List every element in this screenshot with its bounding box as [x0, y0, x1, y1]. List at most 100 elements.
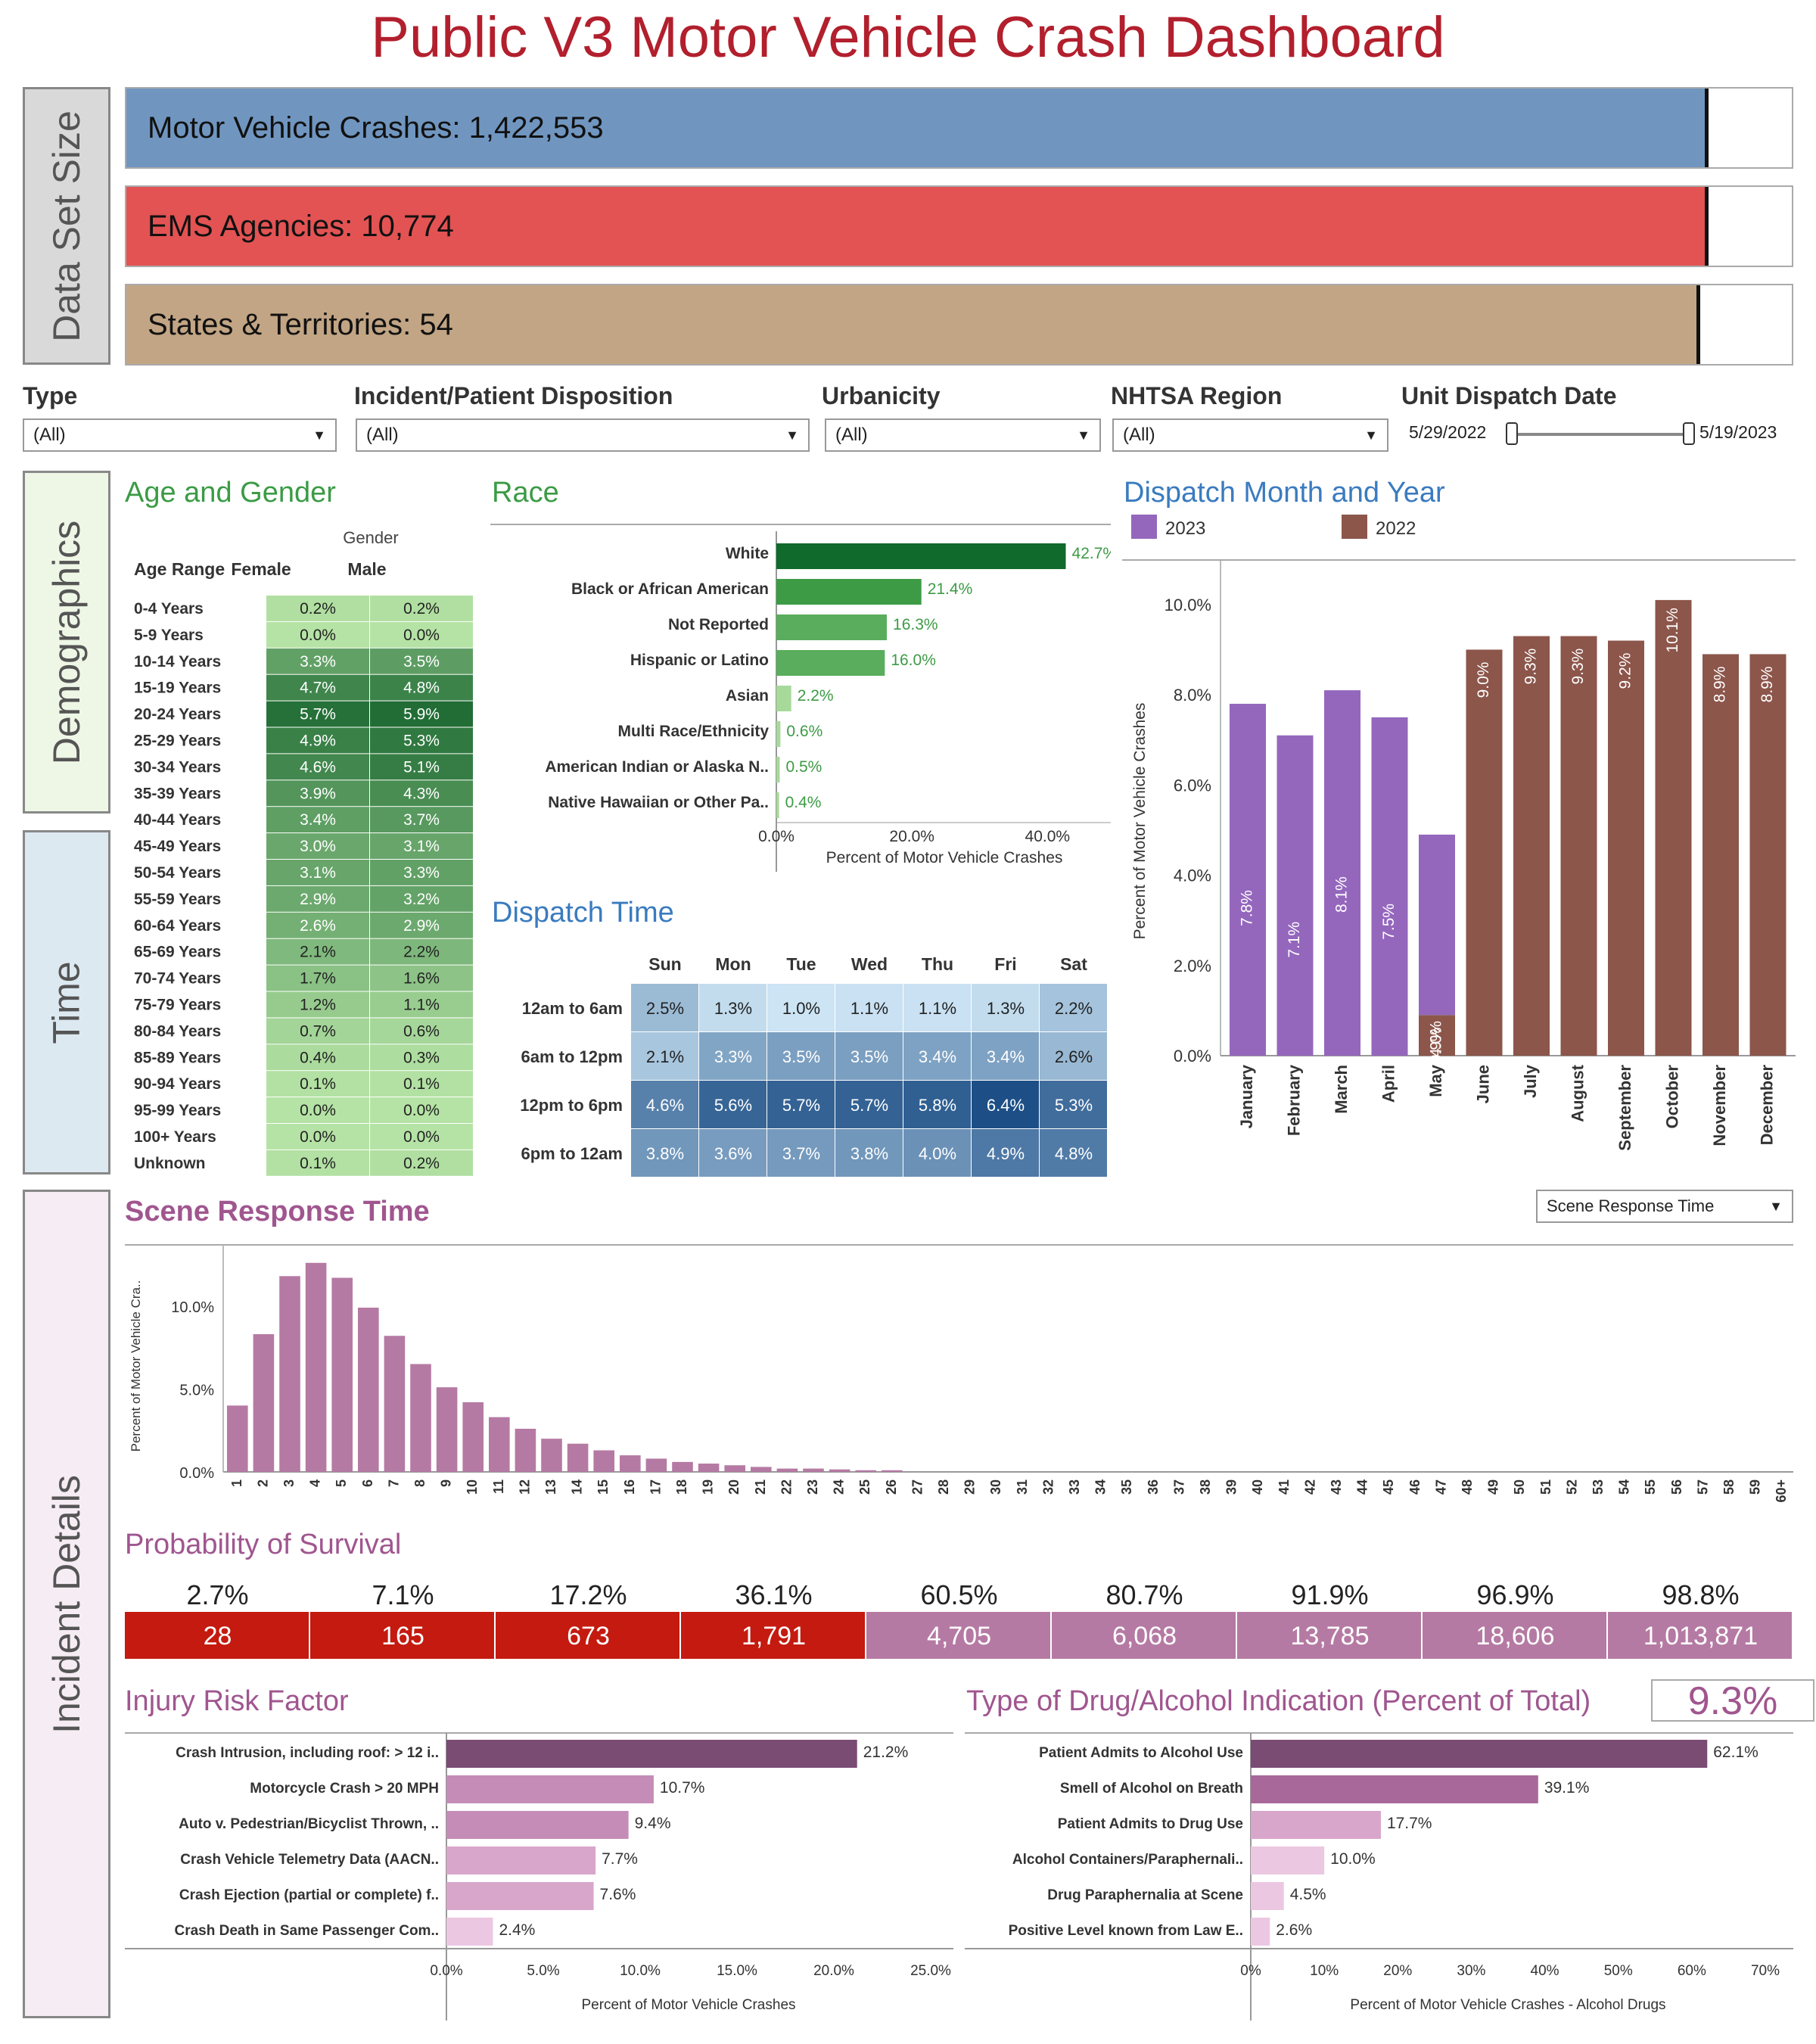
dataset-bar-states-fill	[126, 285, 1700, 364]
sr-bar	[541, 1439, 562, 1472]
age-range-label: 30-34 Years	[134, 758, 221, 776]
date-slider-track[interactable]	[1510, 433, 1691, 436]
age-gender-cell	[266, 833, 369, 859]
sr-x-tick: 36	[1146, 1479, 1161, 1495]
dm-bar-2022	[1513, 636, 1550, 1056]
race-title: Race	[492, 477, 559, 509]
hbar-bar	[1251, 1775, 1538, 1803]
hbar-value-label: 21.2%	[863, 1744, 909, 1761]
chevron-down-icon: ▼	[785, 428, 799, 443]
hbar-category-label: Auto v. Pedestrian/Bicyclist Thrown, ..	[179, 1816, 439, 1832]
sr-bar	[855, 1470, 876, 1472]
side-label-time: Time	[23, 830, 110, 1174]
dispatch-time-cell	[1040, 1129, 1107, 1177]
date-slider-end-handle[interactable]	[1683, 422, 1695, 445]
race-category-label: American Indian or Alaska N..	[545, 758, 769, 776]
hbar-x-tick: 70%	[1751, 1963, 1780, 1979]
hbar-bar	[1251, 1811, 1381, 1839]
age-gender-value: 2.9%	[403, 917, 440, 935]
hbar-bar	[1251, 1918, 1270, 1946]
dataset-bar-crashes: Motor Vehicle Crashes: 1,422,553	[125, 87, 1793, 169]
dm-month-label: April	[1379, 1065, 1398, 1103]
age-gender-cell	[266, 991, 369, 1018]
dispatch-time-value: 1.3%	[714, 999, 752, 1018]
dm-month-label: November	[1710, 1065, 1729, 1146]
age-gender-cell	[370, 860, 473, 885]
dm-bar-2022-label: 0.9%	[1428, 1027, 1445, 1063]
race-bar	[776, 614, 888, 640]
age-gender-cell	[370, 885, 473, 912]
dm-bar-2023-label: 7.5%	[1380, 904, 1398, 940]
dm-bar-2023-label: 7.8%	[1239, 890, 1256, 926]
filter-type-select[interactable]: (All) ▼	[23, 418, 337, 452]
sr-y-tick: 5.0%	[179, 1382, 214, 1398]
gender-column-header: Male	[347, 559, 386, 579]
scene-response-title: Scene Response Time	[125, 1196, 430, 1227]
legend-label: 2023	[1165, 518, 1205, 539]
age-gender-cell	[266, 754, 369, 780]
dataset-bar-agencies: EMS Agencies: 10,774	[125, 185, 1793, 267]
sr-bar	[829, 1469, 850, 1472]
sr-x-tick: 14	[570, 1479, 585, 1495]
race-value-label: 2.2%	[798, 687, 834, 705]
age-gender-value: 3.2%	[403, 891, 440, 908]
age-gender-value: 3.1%	[300, 864, 336, 882]
filter-region-select[interactable]: (All) ▼	[1112, 418, 1388, 452]
sr-bar	[462, 1402, 484, 1472]
hbar-x-tick: 0.0%	[430, 1963, 462, 1979]
dispatch-time-value: 4.0%	[919, 1144, 956, 1163]
dispatch-time-cell	[835, 984, 903, 1031]
sr-x-tick: 50	[1512, 1479, 1527, 1495]
age-gender-value: 1.1%	[403, 997, 440, 1014]
age-gender-value: 4.8%	[403, 680, 440, 697]
survival-cell	[1423, 1612, 1606, 1659]
age-gender-value: 0.2%	[300, 600, 336, 618]
filter-type-label: Type	[23, 382, 78, 409]
dispatch-time-value: 4.9%	[987, 1144, 1025, 1163]
age-gender-value: 5.7%	[300, 706, 336, 723]
survival-count: 165	[381, 1622, 424, 1650]
age-gender-cell	[370, 1071, 473, 1097]
age-gender-cell	[370, 780, 473, 807]
hbar-x-tick: 60%	[1678, 1963, 1706, 1979]
hbar-value-label: 10.7%	[660, 1779, 705, 1797]
sr-x-tick: 48	[1460, 1479, 1475, 1495]
age-gender-value: 0.1%	[300, 1155, 336, 1172]
dispatch-time-value: 3.6%	[714, 1144, 752, 1163]
side-label-incident-details: Incident Details	[23, 1190, 110, 2018]
age-gender-value: 3.4%	[300, 811, 336, 829]
sr-y-axis-label: Percent of Motor Vehicle Cra..	[129, 1280, 143, 1452]
hbar-category-label: Crash Intrusion, including roof: > 12 i.…	[176, 1745, 439, 1761]
survival-cell	[125, 1612, 309, 1659]
dm-month-label: October	[1662, 1065, 1681, 1129]
age-range-label: 90-94 Years	[134, 1075, 221, 1093]
age-gender-cell	[370, 938, 473, 965]
age-gender-value: 3.3%	[403, 864, 440, 882]
dm-bar-2022-label: 9.3%	[1522, 649, 1540, 685]
age-range-header: Age Range	[134, 559, 225, 579]
filter-disposition-select[interactable]: (All) ▼	[356, 418, 810, 452]
sr-x-tick: 6	[360, 1479, 375, 1487]
age-range-label: 10-14 Years	[134, 653, 221, 670]
dispatch-month-title: Dispatch Month and Year	[1124, 477, 1445, 509]
sr-bar	[305, 1262, 327, 1472]
race-value-label: 21.4%	[928, 580, 973, 598]
race-bar	[776, 721, 781, 747]
survival-percent: 7.1%	[372, 1579, 434, 1610]
age-range-label: Unknown	[134, 1155, 206, 1172]
age-gender-value: 0.0%	[403, 1102, 440, 1119]
date-slider-start-handle[interactable]	[1506, 422, 1518, 445]
hbar-bar	[446, 1882, 594, 1910]
scene-response-dropdown[interactable]: Scene Response Time ▼	[1536, 1190, 1793, 1223]
age-gender-value: 5.9%	[403, 706, 440, 723]
sr-x-tick: 1	[229, 1479, 244, 1487]
hbar-x-tick: 30%	[1457, 1963, 1485, 1979]
sr-x-tick: 7	[386, 1479, 401, 1487]
race-category-label: Not Reported	[668, 616, 769, 633]
sr-x-tick: 24	[832, 1479, 847, 1495]
survival-percent: 96.9%	[1476, 1579, 1553, 1610]
hbar-x-tick: 20%	[1383, 1963, 1412, 1979]
dm-bar-2022-label: 9.0%	[1475, 662, 1492, 698]
filter-urbanicity-select[interactable]: (All) ▼	[825, 418, 1101, 452]
sr-x-tick: 34	[1093, 1479, 1109, 1495]
